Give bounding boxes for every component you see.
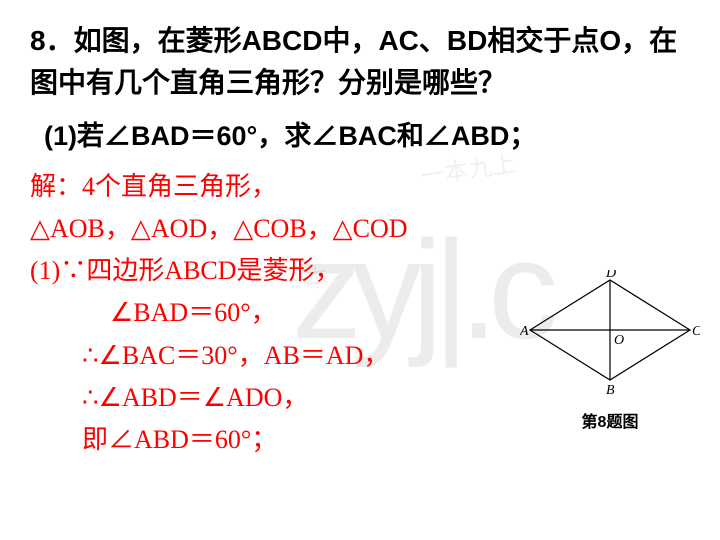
question-main: 8．如图，在菱形ABCD中，AC、BD相交于点O，在图中有几个直角三角形？分别是… xyxy=(30,20,690,104)
label-c: C xyxy=(692,324,700,339)
answer-line-1: 解：4个直角三角形， xyxy=(30,167,690,207)
question-part1: (1)若∠BAD＝60°，求∠BAC和∠ABD； xyxy=(30,116,690,157)
label-o: O xyxy=(614,333,624,348)
answer-line-2: △AOB，△AOD，△COB，△COD xyxy=(30,209,690,249)
rhombus-diagram: A B C D O xyxy=(520,270,700,395)
diagram-container: A B C D O 第8题图 xyxy=(520,270,700,432)
label-d: D xyxy=(605,270,616,281)
label-a: A xyxy=(520,324,529,339)
label-b: B xyxy=(606,383,615,395)
diagram-caption: 第8题图 xyxy=(520,408,700,432)
